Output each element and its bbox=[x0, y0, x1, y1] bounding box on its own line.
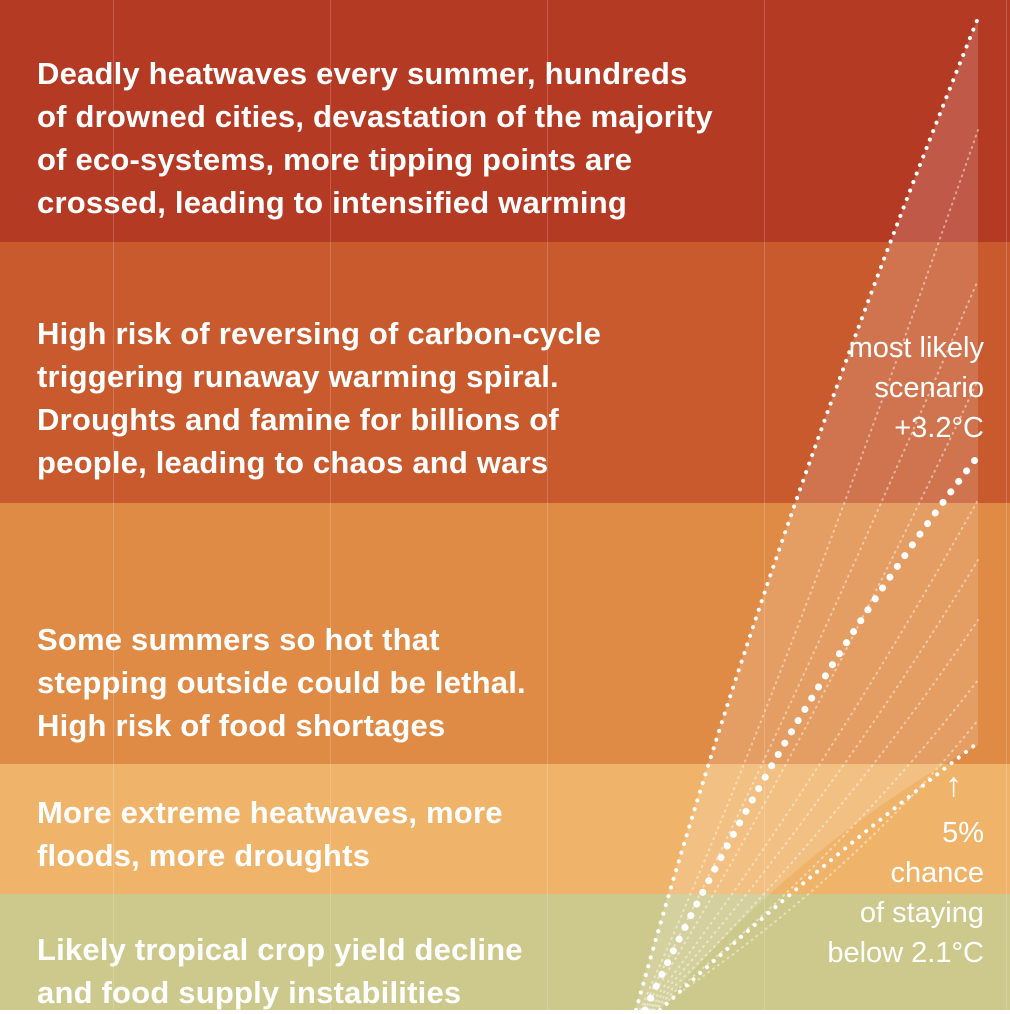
low-chance-label: chance of staying below 2.1°C bbox=[827, 857, 984, 969]
gridline bbox=[547, 0, 548, 1010]
band-extreme-text: Deadly heatwaves every summer, hundreds … bbox=[37, 56, 713, 220]
gridline bbox=[330, 0, 331, 1010]
band-low-text: Likely tropical crop yield decline and f… bbox=[37, 932, 523, 1010]
gridline bbox=[113, 0, 114, 1010]
gridline bbox=[764, 0, 765, 1010]
low-chance-percent: 5% bbox=[942, 817, 984, 849]
band-high-text: Some summers so hot that stepping outsid… bbox=[37, 622, 526, 743]
gridline bbox=[1006, 0, 1007, 1010]
band-high: Some summers so hot that stepping outsid… bbox=[0, 503, 1010, 764]
arrow-up-icon: ↑ bbox=[945, 766, 962, 804]
band-severe-text: High risk of reversing of carbon-cycle t… bbox=[37, 316, 602, 480]
band-extreme: Deadly heatwaves every summer, hundreds … bbox=[0, 0, 1010, 242]
band-moderate-text: More extreme heatwaves, more floods, mor… bbox=[37, 795, 503, 873]
most-likely-label: most likely scenario +3.2°C bbox=[848, 332, 984, 444]
